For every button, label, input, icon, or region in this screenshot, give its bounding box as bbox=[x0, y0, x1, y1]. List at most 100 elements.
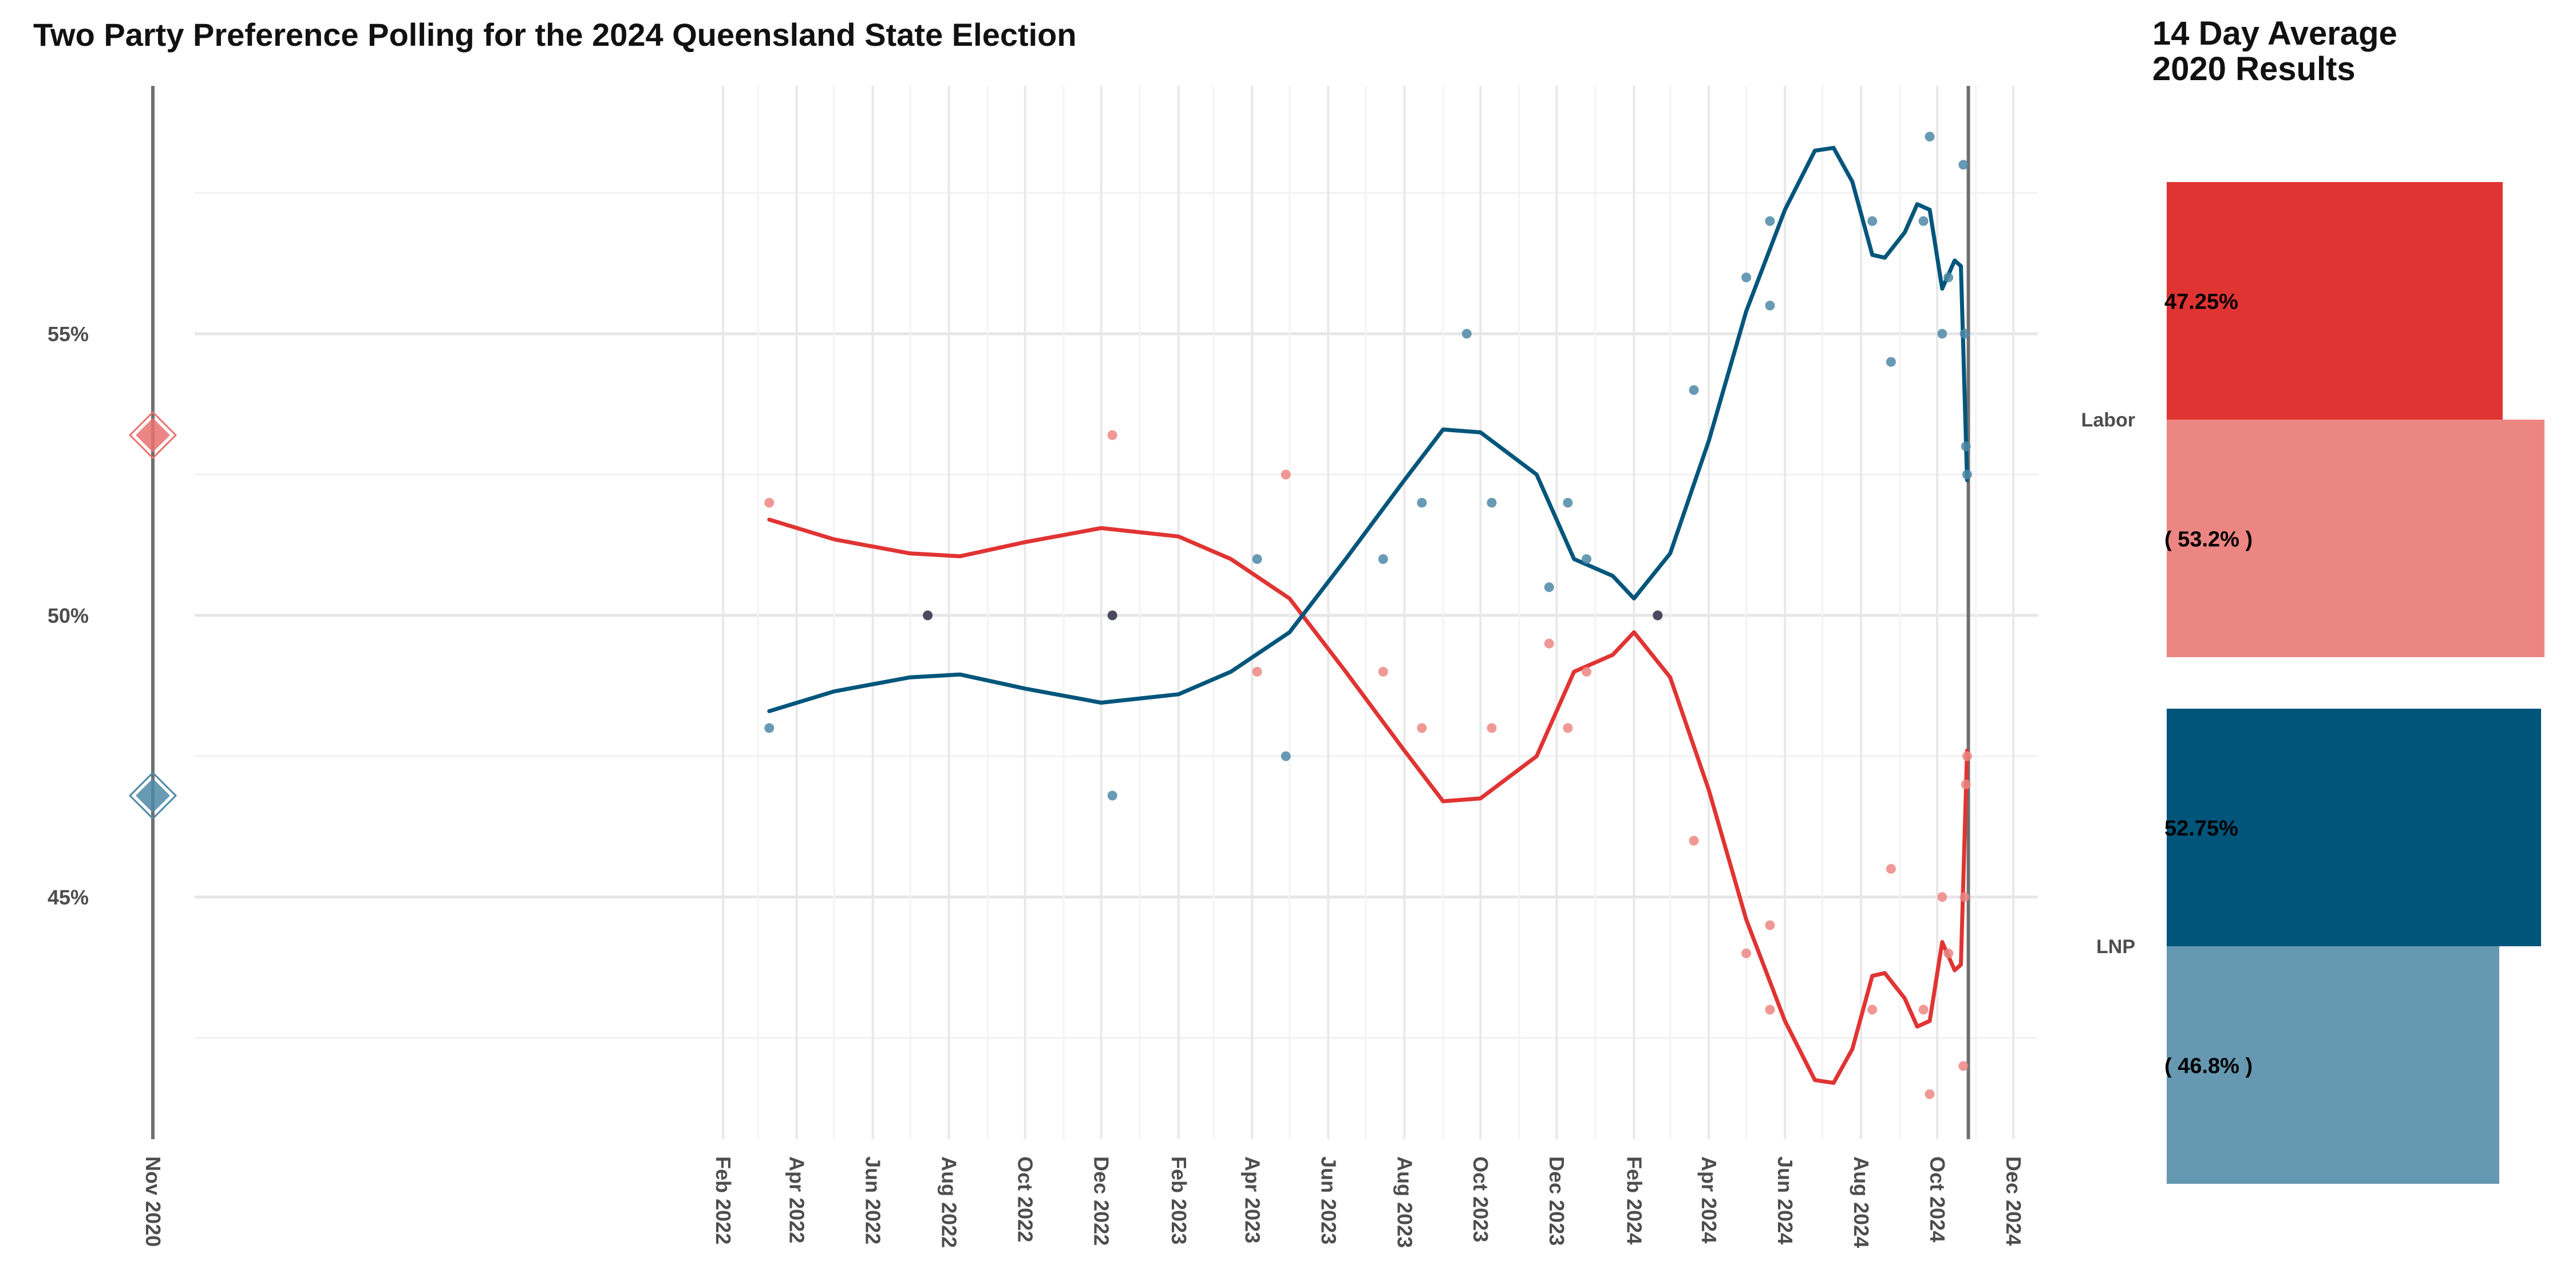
poll-point-labor bbox=[1958, 1061, 1969, 1071]
x-tick-label: Aug 2023 bbox=[1393, 1156, 1416, 1248]
results-2020-markers bbox=[128, 410, 177, 820]
bar-result-label: ( 53.2% ) bbox=[2164, 528, 2253, 552]
x-tick-label: Jun 2024 bbox=[1773, 1156, 1797, 1244]
x-tick-label: Apr 2023 bbox=[1240, 1156, 1264, 1243]
poll-point-lnp bbox=[1959, 329, 1970, 339]
poll-point-lnp bbox=[1962, 469, 1972, 480]
poll-point-lnp bbox=[1487, 497, 1497, 508]
poll-point-lnp bbox=[1918, 216, 1929, 226]
x-tick-label: Oct 2024 bbox=[1926, 1156, 1949, 1242]
poll-point-labor bbox=[1765, 920, 1775, 930]
poll-point-lnp bbox=[1107, 791, 1117, 801]
poll-point-lnp bbox=[1943, 272, 1954, 283]
poll-point-labor bbox=[1582, 666, 1592, 677]
party-label-labor: Labor bbox=[2081, 409, 2135, 431]
poll-point-labor bbox=[1107, 430, 1117, 440]
bar-average-labor bbox=[2167, 182, 2503, 420]
poll-point-lnp bbox=[1765, 216, 1775, 226]
x-tick-label: Apr 2022 bbox=[785, 1156, 809, 1243]
poll-point-lnp bbox=[1765, 301, 1775, 311]
poll-point-labor bbox=[1252, 666, 1262, 677]
y-tick-label: 55% bbox=[48, 322, 89, 346]
result-2020-diamond-labor bbox=[136, 418, 170, 453]
poll-point-lnp bbox=[1958, 160, 1969, 170]
party-label-lnp: LNP bbox=[2096, 936, 2135, 958]
x-tick-label: Feb 2024 bbox=[1622, 1156, 1646, 1244]
result-2020-diamond-outline-labor bbox=[128, 410, 177, 460]
poll-point-lnp bbox=[764, 723, 775, 733]
poll-point-labor bbox=[1563, 723, 1573, 733]
trend-line-lnp bbox=[767, 145, 1969, 713]
chart-title: Two Party Preference Polling for the 202… bbox=[33, 17, 1077, 53]
x-tick-label: Jun 2023 bbox=[1317, 1156, 1340, 1244]
x-tick-label: Feb 2022 bbox=[712, 1156, 735, 1244]
poll-point-labor bbox=[1925, 1089, 1935, 1099]
reference-lines bbox=[151, 86, 1970, 1139]
poll-point-labor bbox=[1959, 892, 1970, 902]
poll-point-tie bbox=[1107, 610, 1117, 621]
x-tick-label: Aug 2024 bbox=[1850, 1156, 1873, 1248]
bar-result-label: ( 46.8% ) bbox=[2164, 1054, 2253, 1078]
poll-point-lnp bbox=[1563, 497, 1573, 508]
x-tick-label: Jun 2022 bbox=[862, 1156, 885, 1244]
side-panel-title-line1: 14 Day Average bbox=[2152, 15, 2397, 52]
poll-point-lnp bbox=[1417, 497, 1427, 508]
y-axis: 45% 50% 55% bbox=[48, 322, 89, 909]
poll-point-lnp bbox=[1252, 554, 1262, 564]
poll-point-lnp bbox=[1867, 216, 1878, 226]
poll-point-labor bbox=[1741, 948, 1752, 958]
poll-point-labor bbox=[1867, 1005, 1878, 1015]
poll-point-labor bbox=[1281, 469, 1291, 480]
x-tick-label: Oct 2023 bbox=[1469, 1156, 1492, 1242]
x-tick-label: Feb 2023 bbox=[1167, 1156, 1191, 1244]
bar-result-lnp bbox=[2167, 946, 2499, 1184]
poll-point-lnp bbox=[1925, 132, 1935, 142]
poll-point-lnp bbox=[1378, 554, 1388, 564]
result-2020-diamond-lnp bbox=[136, 778, 170, 813]
poll-point-labor bbox=[1378, 666, 1388, 677]
poll-point-lnp bbox=[1582, 554, 1592, 564]
bar-average-label: 47.25% bbox=[2164, 290, 2238, 314]
x-tick-label: Aug 2022 bbox=[938, 1156, 961, 1248]
poll-point-labor bbox=[1487, 723, 1497, 733]
poll-point-labor bbox=[1943, 948, 1954, 958]
poll-point-labor bbox=[1765, 1005, 1775, 1015]
poll-point-lnp bbox=[1886, 357, 1896, 367]
poll-point-lnp bbox=[1937, 329, 1947, 339]
poll-point-labor bbox=[1937, 892, 1947, 902]
y-tick-label: 45% bbox=[48, 886, 89, 909]
bar-average-lnp bbox=[2167, 709, 2541, 946]
x-tick-label: Oct 2022 bbox=[1014, 1156, 1037, 1242]
result-2020-diamond-outline-lnp bbox=[128, 771, 177, 820]
x-tick-label: Dec 2024 bbox=[2002, 1156, 2025, 1246]
poll-point-tie bbox=[1653, 610, 1663, 621]
trend-line-labor bbox=[767, 517, 1969, 1085]
poll-point-labor bbox=[1962, 751, 1972, 761]
side-panel: 47.25% ( 53.2% ) Labor 52.75% ( 46.8% ) LNP bbox=[2081, 182, 2545, 1184]
poll-point-labor bbox=[764, 497, 775, 508]
poll-point-labor bbox=[1417, 723, 1427, 733]
x-tick-label: Apr 2024 bbox=[1697, 1156, 1721, 1243]
poll-point-labor bbox=[1544, 638, 1554, 649]
poll-point-lnp bbox=[1281, 751, 1291, 761]
poll-point-tie bbox=[923, 610, 933, 621]
poll-point-labor bbox=[1918, 1005, 1929, 1015]
poll-point-lnp bbox=[1961, 441, 1971, 452]
poll-point-labor bbox=[1886, 864, 1896, 874]
x-tick-label: Dec 2023 bbox=[1545, 1156, 1568, 1246]
poll-point-labor bbox=[1689, 836, 1699, 846]
side-panel-title: 14 Day Average 2020 Results bbox=[2152, 16, 2397, 87]
x-tick-label: Dec 2022 bbox=[1090, 1156, 1113, 1246]
bar-result-labor bbox=[2167, 420, 2545, 657]
bar-average-label: 52.75% bbox=[2164, 817, 2238, 841]
poll-point-lnp bbox=[1544, 582, 1554, 592]
side-panel-title-line2: 2020 Results bbox=[2152, 50, 2356, 88]
x-tick-label: Nov 2020 bbox=[141, 1156, 165, 1247]
trend-lines bbox=[767, 145, 1969, 1085]
y-tick-label: 50% bbox=[48, 604, 89, 627]
poll-point-lnp bbox=[1689, 385, 1699, 395]
poll-point-labor bbox=[1961, 779, 1971, 789]
poll-point-lnp bbox=[1741, 272, 1752, 283]
x-axis: Nov 2020 Feb 2022 Apr 2022 Jun 2022 Aug 2022… bbox=[141, 1156, 2025, 1248]
